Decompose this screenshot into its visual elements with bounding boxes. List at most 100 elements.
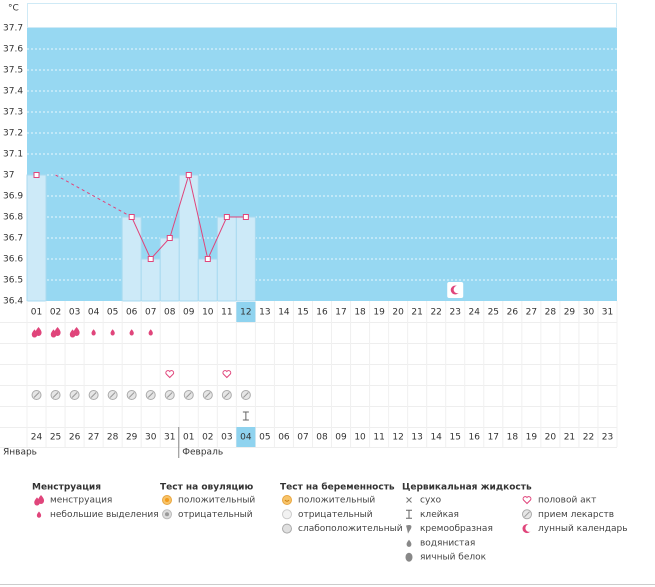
day-symbol: [145, 390, 156, 400]
legend-label: отрицательный: [178, 510, 253, 520]
date-label: 15: [449, 433, 460, 443]
legend-icon: [406, 539, 412, 547]
pill-line: [243, 392, 249, 398]
pill-line: [52, 392, 59, 398]
day-symbol: [31, 390, 42, 400]
legend-label: яичный белок: [420, 553, 487, 563]
dot: [165, 512, 169, 517]
day-label: 24: [469, 308, 481, 318]
date-label: 09: [335, 433, 347, 443]
temp-bar: [121, 216, 142, 302]
pill-line: [33, 392, 40, 398]
month-label: Февраль: [182, 448, 223, 458]
legend-icon: [406, 497, 412, 503]
day-label: 31: [602, 308, 613, 318]
y-tick-label: 36.4: [3, 297, 23, 307]
sticky: [242, 411, 249, 421]
day-symbol: [69, 327, 80, 338]
highlight-date: [236, 427, 256, 447]
pill-line: [71, 392, 78, 398]
day-symbol: [183, 390, 194, 400]
day-symbol: [447, 282, 464, 298]
legend-label: отрицательный: [298, 510, 373, 520]
day-symbol: [164, 390, 175, 400]
date-label: 02: [202, 433, 213, 443]
y-tick-label: 37.1: [3, 150, 23, 160]
legend-label: кремообразная: [420, 524, 493, 534]
pill-line: [185, 392, 192, 398]
y-tick-label: 37.5: [3, 66, 23, 76]
legend-icon: [522, 524, 533, 534]
legend-label: лунный календарь: [538, 524, 628, 534]
temp-marker: [147, 256, 154, 262]
drop: [91, 329, 96, 336]
smile: [284, 499, 290, 502]
date-label: 14: [430, 433, 442, 443]
drop: [36, 511, 42, 518]
date-label: 05: [259, 433, 270, 443]
pill-line: [166, 392, 173, 398]
day-symbol: [88, 390, 99, 400]
legend-icon: [162, 509, 172, 520]
date-label: 08: [316, 433, 328, 443]
temp-marker: [204, 256, 211, 262]
date-label: 10: [354, 433, 366, 443]
day-symbol: [126, 390, 137, 400]
legend-label: клейкая: [420, 510, 459, 520]
day-symbol: [221, 390, 232, 400]
date-label: 29: [126, 433, 138, 443]
day-label: 10: [202, 308, 214, 318]
day-label: 22: [430, 308, 441, 318]
day-label: 06: [126, 308, 138, 318]
day-label: 26: [507, 308, 519, 318]
date-label: 25: [50, 433, 61, 443]
day-label: 12: [240, 308, 251, 318]
date-label: 24: [31, 433, 43, 443]
legend-icon: [282, 523, 292, 534]
y-tick-label: 37.4: [3, 87, 23, 97]
day-label: 04: [88, 308, 100, 318]
date-label: 18: [507, 433, 519, 443]
day-symbol: [50, 390, 61, 400]
day-symbol: [129, 329, 134, 336]
drop: [110, 329, 115, 336]
day-label: 14: [278, 308, 290, 318]
drop: [35, 327, 42, 336]
legend-icon: [522, 509, 532, 520]
month-label: Январь: [3, 448, 37, 458]
day-label: 08: [164, 308, 176, 318]
day-symbol: [242, 411, 249, 421]
temp-marker: [166, 235, 173, 241]
day-symbol: [31, 327, 42, 338]
legend-label: менструация: [50, 496, 112, 506]
day-label: 25: [488, 308, 499, 318]
temp-bar: [26, 174, 47, 302]
legend-label: слабоположительный: [298, 524, 403, 534]
date-label: 17: [488, 433, 499, 443]
day-label: 28: [545, 308, 557, 318]
date-label: 30: [145, 433, 157, 443]
legend-icon: [406, 509, 412, 519]
date-label: 04: [240, 433, 252, 443]
y-tick-label: 37.3: [3, 108, 23, 118]
disc: [282, 509, 292, 520]
day-label: 19: [373, 308, 385, 318]
y-tick-label: 36.6: [3, 255, 23, 265]
day-label: 27: [526, 308, 537, 318]
date-label: 31: [164, 433, 175, 443]
disc: [282, 523, 292, 534]
y-tick-label: 36.9: [3, 192, 23, 202]
legend-title: Тест на овуляцию: [160, 483, 253, 493]
legend-label: положительный: [178, 496, 255, 506]
date-label: 22: [583, 433, 594, 443]
pill-line: [90, 392, 97, 398]
legend-icon: [406, 525, 412, 534]
heart: [522, 496, 532, 505]
day-label: 16: [316, 308, 328, 318]
drop: [54, 327, 61, 336]
temp-bar: [216, 216, 237, 302]
legend-icon: [34, 495, 45, 506]
legend-label: сухо: [420, 496, 442, 506]
day-label: 13: [259, 308, 270, 318]
